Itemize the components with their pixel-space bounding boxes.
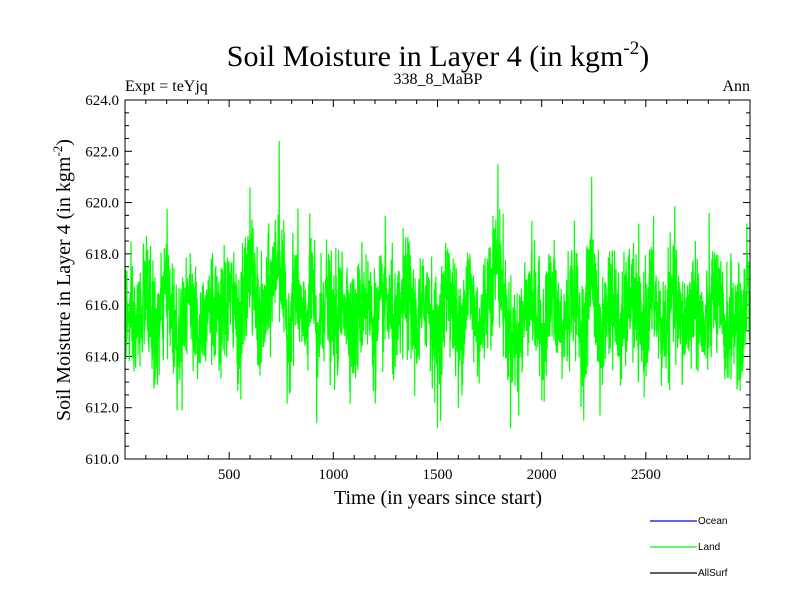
legend: Ocean Land AllSurf — [650, 516, 728, 579]
axis-ticks — [125, 99, 750, 460]
season-label: Ann — [722, 78, 750, 95]
x-tick-label: 2000 — [527, 467, 557, 483]
legend-label-ocean: Ocean — [698, 516, 727, 527]
period-label: 338_8_MaBP — [394, 71, 483, 88]
chart-title: Soil Moisture in Layer 4 (in kgm-2) — [227, 38, 649, 73]
y-tick-label: 614.0 — [85, 349, 119, 365]
y-tick-label: 620.0 — [85, 196, 119, 212]
series-line-land — [124, 141, 751, 429]
x-axis-label: Time (in years since start) — [334, 487, 542, 509]
x-tick-label: 2500 — [631, 467, 661, 483]
experiment-label: Expt = teYjq — [125, 78, 208, 95]
y-tick-label: 612.0 — [85, 401, 119, 417]
x-tick-label: 500 — [218, 467, 241, 483]
y-tick-label: 618.0 — [85, 247, 119, 263]
y-axis-label: Soil Moisture in Layer 4 (in kgm-2) — [50, 139, 75, 421]
x-tick-label: 1500 — [423, 467, 453, 483]
y-tick-label: 610.0 — [85, 452, 119, 468]
x-tick-label: 1000 — [318, 467, 348, 483]
y-tick-label: 624.0 — [85, 93, 119, 109]
legend-label-land: Land — [698, 542, 720, 553]
plot-frame — [124, 99, 751, 460]
series-layer — [124, 141, 751, 429]
legend-label-allsurf: AllSurf — [698, 568, 728, 579]
y-tick-label: 616.0 — [85, 298, 119, 314]
y-tick-label: 622.0 — [85, 144, 119, 160]
tick-labels: 500 1000 1500 2000 2500 610.0 612.0 614.0 616.0 6… — [85, 93, 661, 483]
